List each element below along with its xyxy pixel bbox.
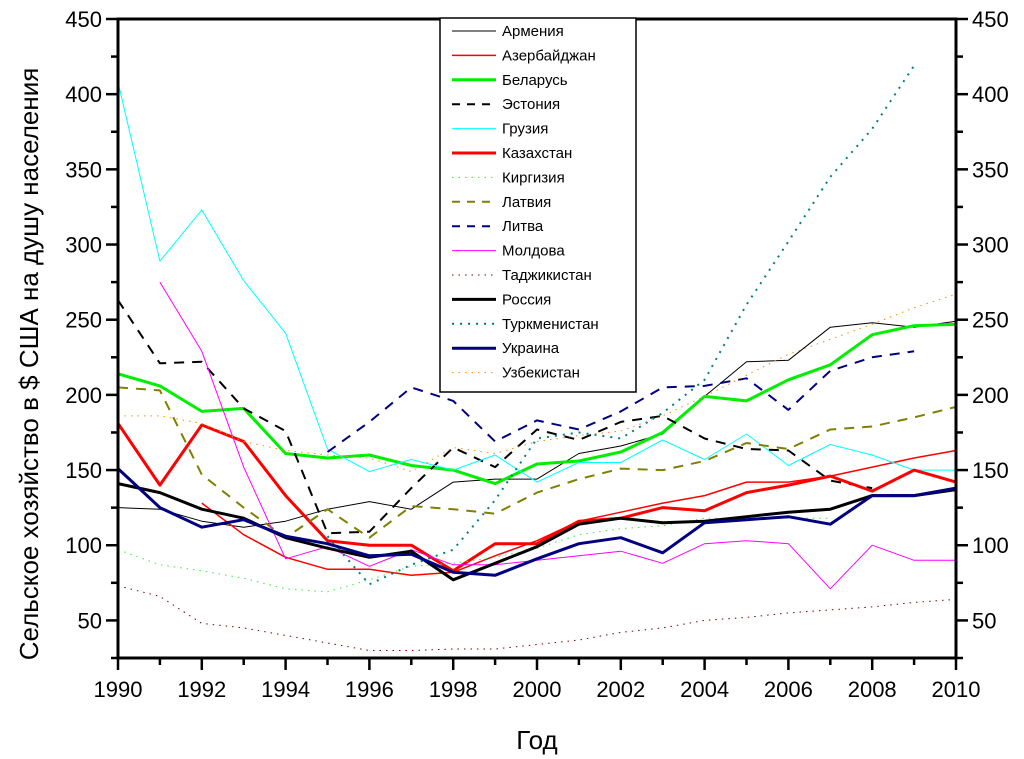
series-line-3 bbox=[117, 299, 873, 535]
series-line-14 bbox=[118, 293, 957, 473]
axes-layer: 1990 1992 1994 1996 1998 2000 2002 2004 2006 2008… bbox=[65, 7, 1008, 702]
legend-label: Армения bbox=[502, 23, 564, 40]
series-line-11 bbox=[117, 482, 957, 582]
legend-item: Армения bbox=[452, 23, 564, 40]
legend-label: Азербайджан bbox=[502, 47, 596, 64]
y-tick-label-right: 50 bbox=[972, 608, 996, 633]
x-tick-label: 2002 bbox=[596, 677, 645, 702]
legend-label: Таджикистан bbox=[502, 267, 592, 284]
x-tick-label: 2008 bbox=[848, 677, 897, 702]
legend-item: Таджикистан bbox=[452, 267, 592, 284]
series-line-2 bbox=[117, 322, 957, 486]
x-tick-label: 2006 bbox=[764, 677, 813, 702]
y-tick-label-left: 150 bbox=[65, 458, 102, 483]
y-tick-label-left: 300 bbox=[65, 233, 102, 258]
y-tick-label-left: 50 bbox=[78, 608, 102, 633]
y-tick-label-right: 150 bbox=[972, 458, 1009, 483]
y-tick-label-left: 450 bbox=[65, 7, 102, 32]
series-line-5 bbox=[116, 422, 957, 573]
y-tick-label-left: 350 bbox=[65, 157, 102, 182]
x-tick-label: 1996 bbox=[345, 677, 394, 702]
y-tick-label-left: 200 bbox=[65, 383, 102, 408]
x-tick-label: 1990 bbox=[94, 677, 143, 702]
legend-label: Грузия bbox=[502, 121, 548, 138]
y-tick-label-right: 250 bbox=[972, 308, 1009, 333]
legend-label: Киргизия bbox=[502, 169, 565, 186]
x-tick-label: 1992 bbox=[177, 677, 226, 702]
y-tick-label-right: 400 bbox=[972, 82, 1009, 107]
x-tick-label: 2010 bbox=[932, 677, 981, 702]
legend-label: Эстония bbox=[502, 96, 560, 113]
y-axis-title: Сельское хозяйство в $ США на душу насел… bbox=[14, 68, 44, 661]
legend-item: Литва bbox=[452, 218, 544, 235]
series-line-10 bbox=[117, 585, 957, 651]
legend-item: Эстония bbox=[452, 96, 560, 113]
y-tick-label-left: 400 bbox=[65, 82, 102, 107]
legend: Армения Азербайджан Беларусь Эстония Грузия К… bbox=[439, 17, 637, 393]
y-tick-label-left: 250 bbox=[65, 308, 102, 333]
legend-label: Молдова bbox=[502, 243, 565, 260]
legend-item: Грузия bbox=[452, 121, 548, 138]
x-tick-label: 1994 bbox=[261, 677, 310, 702]
legend-item: Узбекистан bbox=[452, 365, 580, 382]
legend-item: Украина bbox=[452, 340, 560, 357]
legend-item: Россия bbox=[452, 291, 551, 308]
legend-label: Казахстан bbox=[502, 145, 572, 162]
y-tick-label-right: 100 bbox=[972, 533, 1009, 558]
series-line-6 bbox=[117, 517, 831, 593]
series-layer bbox=[116, 65, 957, 651]
x-axis-title: Год bbox=[516, 725, 557, 755]
x-tick-label: 2000 bbox=[513, 677, 562, 702]
legend-item: Казахстан bbox=[452, 145, 572, 162]
y-tick-label-right: 350 bbox=[972, 157, 1009, 182]
x-tick-label: 1998 bbox=[429, 677, 478, 702]
legend-item: Молдова bbox=[452, 243, 565, 260]
legend-item: Туркменистан bbox=[452, 316, 599, 333]
y-tick-label-right: 200 bbox=[972, 383, 1009, 408]
legend-label: Украина bbox=[502, 340, 560, 357]
legend-item: Киргизия bbox=[452, 169, 565, 186]
legend-label: Узбекистан bbox=[502, 365, 580, 382]
legend-label: Туркменистан bbox=[502, 316, 599, 333]
legend-label: Беларусь bbox=[502, 72, 568, 89]
x-tick-label: 2004 bbox=[680, 677, 729, 702]
series-line-8 bbox=[326, 350, 915, 453]
y-tick-label-right: 450 bbox=[972, 7, 1009, 32]
legend-label: Латвия bbox=[502, 194, 551, 211]
series-line-9 bbox=[159, 281, 956, 590]
legend-item: Беларусь bbox=[452, 72, 568, 89]
y-tick-label-left: 100 bbox=[65, 533, 102, 558]
legend-item: Латвия bbox=[452, 194, 551, 211]
legend-label: Литва bbox=[502, 218, 544, 235]
legend-item: Азербайджан bbox=[452, 47, 596, 64]
y-tick-label-right: 300 bbox=[972, 233, 1009, 258]
legend-label: Россия bbox=[502, 291, 551, 308]
series-line-7 bbox=[117, 386, 957, 539]
series-line-13 bbox=[116, 467, 957, 577]
series-line-4 bbox=[117, 81, 956, 483]
